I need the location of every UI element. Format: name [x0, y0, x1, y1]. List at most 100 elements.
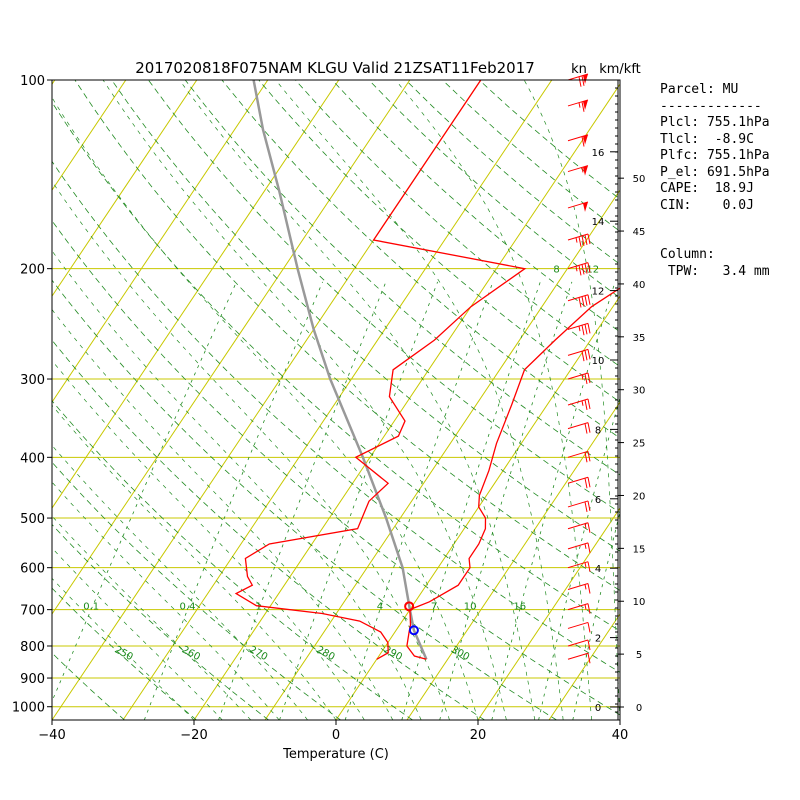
wind-barb-half [575, 266, 578, 272]
moist-adiabat-line [52, 96, 479, 720]
mixing-ratio-line [344, 281, 494, 720]
wind-barb [567, 372, 591, 385]
wind-barb-full [578, 297, 582, 308]
wind-barb [567, 639, 591, 651]
wind-barb-full [587, 622, 591, 633]
wind-barb-half [578, 102, 581, 108]
dry-adiabat-label: 300 [449, 644, 471, 663]
dry-adiabat-line [52, 461, 341, 720]
plot-frame [51, 79, 621, 721]
height-kft-label: 30 [633, 386, 646, 397]
wind-barb-full [587, 372, 591, 384]
wind-barb [567, 561, 591, 572]
moist-adiabat-line [102, 80, 507, 720]
wind-barb-full [578, 265, 582, 276]
wind-barb-full [584, 234, 588, 245]
height-kft-label: 25 [633, 439, 646, 450]
pressure-tick-label: 300 [20, 373, 45, 388]
chart-title: 2017020818F075NAM KLGU Valid 21ZSAT11Feb… [135, 59, 535, 77]
wind-barb-full [578, 76, 582, 87]
wind-barb-full [587, 398, 591, 410]
height-kft-label: 20 [633, 491, 646, 502]
wind-barb-full [584, 295, 588, 306]
wind-barbs-layer [567, 73, 591, 664]
wind-barb [567, 348, 591, 362]
mixing-ratio-line [218, 281, 387, 720]
temperature-tick-label: −20 [180, 728, 207, 743]
dry-adiabat-line [52, 101, 620, 632]
height-km-label: 8 [595, 425, 601, 436]
wind-barb [567, 99, 589, 112]
dry-adiabat-line [52, 279, 557, 720]
wind-barb-half [584, 543, 587, 549]
mixing-ratio-label: 0.4 [180, 602, 196, 613]
dry-adiabat-label: 260 [180, 644, 202, 663]
wind-barb [567, 73, 589, 87]
wind-barb-full [587, 294, 591, 305]
dry-adiabat-line [52, 400, 413, 720]
x-axis-label: Temperature (C) [282, 747, 389, 762]
moist-adiabat-line [52, 547, 223, 720]
wind-barb-full [587, 603, 591, 614]
wind-barb-half [581, 167, 584, 173]
wind-barb [567, 165, 589, 176]
dry-adiabat-line [52, 160, 620, 673]
wind-barb [567, 322, 591, 336]
mixing-ratio-label: 12 [586, 265, 599, 276]
wind-barb-half [584, 562, 587, 568]
isotherm-line [52, 80, 56, 86]
wind-barb-full [581, 136, 585, 147]
wind-units-label: kn [571, 62, 587, 77]
wind-barb [567, 262, 591, 276]
parcel-trace [252, 80, 428, 660]
wind-barb-flag [583, 165, 588, 176]
wind-barb-full [587, 561, 591, 572]
equilibrium-level-marker [404, 601, 415, 612]
wind-barb-full [581, 325, 585, 336]
dry-adiabat-label: 280 [315, 644, 337, 663]
moist-adiabat-line [52, 444, 308, 720]
pressure-tick-label: 800 [20, 640, 45, 655]
isotherm-line [406, 401, 620, 720]
wind-barb-full [584, 350, 588, 361]
wind-barb-flag [583, 201, 588, 212]
temperature-tick-label: 40 [612, 728, 629, 743]
wind-barb-full [587, 583, 591, 594]
wind-barb-full [584, 501, 588, 512]
height-km-label: 14 [592, 217, 605, 228]
height-kft-label: 15 [633, 544, 646, 555]
wind-barb-full [584, 423, 588, 434]
moist-adiabat-line [52, 481, 280, 720]
height-km-label: 6 [595, 495, 601, 506]
dewpoint-trace [234, 80, 527, 660]
moist-adiabat-line [52, 180, 450, 720]
wind-barb-full [581, 264, 585, 275]
mixing-ratio-line [52, 281, 237, 703]
wind-barb-full [587, 653, 591, 664]
pressure-tick-label: 900 [20, 672, 45, 687]
wind-barb-staff [567, 639, 589, 647]
wind-barb-flag [583, 134, 588, 145]
height-km-label: 10 [592, 356, 605, 367]
dry-adiabat-line [111, 80, 620, 552]
wind-barb-full [587, 349, 591, 360]
height-km-label: 2 [595, 634, 601, 645]
pressure-tick-label: 700 [20, 604, 45, 619]
wind-barb-half [581, 400, 584, 406]
wind-barb-half [584, 604, 587, 610]
mixing-ratio-label: 1 [256, 602, 262, 613]
mixing-ratio-label: 7 [431, 602, 437, 613]
wind-barb [567, 476, 591, 489]
wind-barb [567, 621, 591, 633]
wind-barb-half [581, 374, 584, 380]
wind-barb-half [584, 584, 587, 590]
dry-adiabat-line [52, 718, 53, 720]
height-km-label: 4 [595, 564, 601, 575]
height-kft-label: 40 [633, 280, 646, 291]
wind-barb-full [581, 235, 585, 246]
temperature-tick-label: −40 [38, 728, 65, 743]
wind-barb [567, 500, 591, 512]
wind-barb-full [587, 542, 591, 554]
wind-barb-full [587, 262, 591, 273]
